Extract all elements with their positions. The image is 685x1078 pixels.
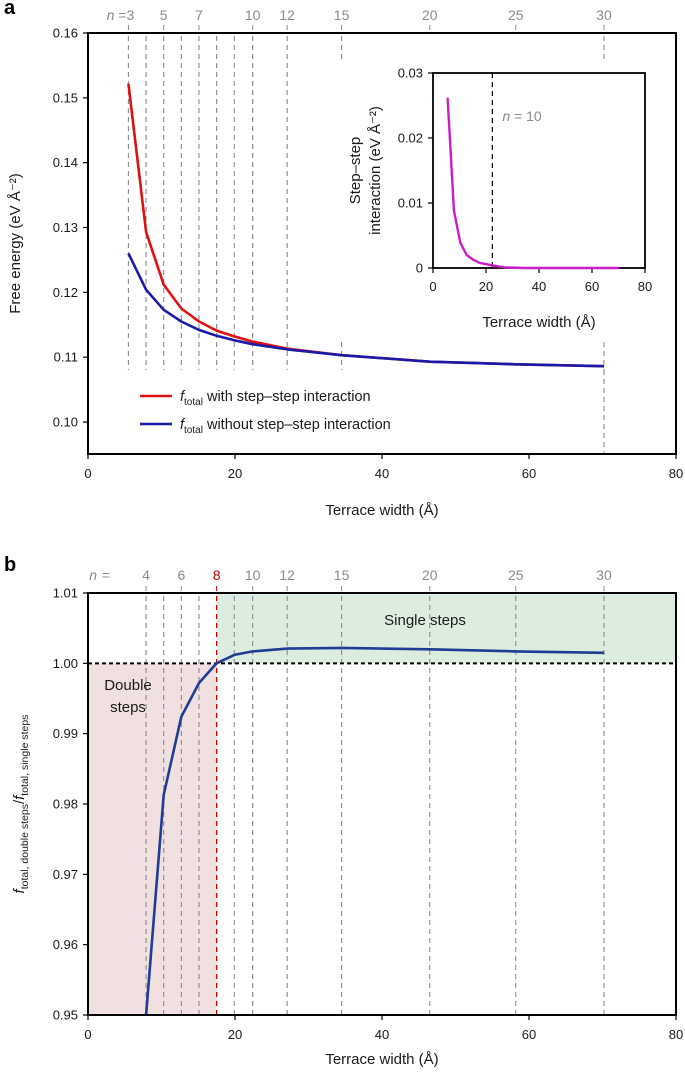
y-tick-label: 1.00 bbox=[53, 656, 78, 671]
inset-chart: 0 0.01 0.02 0.03 0 20 40 60 80 Terrace width (Å) S… bbox=[340, 60, 658, 342]
series-line-without-interaction bbox=[127, 252, 605, 368]
y-tick-label: 0.11 bbox=[54, 350, 78, 365]
n-marker-label: 6 bbox=[177, 567, 185, 583]
n-marker-label: 7 bbox=[195, 7, 203, 23]
y-tick-label: 0.13 bbox=[53, 220, 78, 235]
n-marker-label: 15 bbox=[334, 567, 350, 583]
inset-y-tick-label: 0.03 bbox=[398, 66, 423, 81]
n-prefix: n bbox=[89, 567, 97, 583]
inset-y-tick-label: 0.01 bbox=[398, 196, 423, 211]
double-steps-region bbox=[88, 663, 217, 1015]
legend-entry: ftotal with step–step interaction bbox=[180, 389, 371, 408]
x-tick-label: 80 bbox=[669, 1027, 683, 1042]
inset-y-tick-label: 0.02 bbox=[398, 131, 423, 146]
panel-label-b: b bbox=[4, 554, 16, 576]
y-tick-label: 0.15 bbox=[53, 90, 78, 105]
n-prefix: n bbox=[107, 7, 115, 23]
y-tick-label: 0.96 bbox=[53, 937, 78, 952]
double-steps-label-1: Double bbox=[104, 677, 152, 694]
x-tick-label: 60 bbox=[522, 466, 536, 481]
inset-x-tick-label: 0 bbox=[429, 279, 436, 294]
ratio-series-line bbox=[144, 646, 605, 1016]
n-marker-label: 30 bbox=[596, 7, 612, 23]
y-axis-label: ftotal, double steps/ftotal, single step… bbox=[11, 715, 31, 894]
n-marker-label: 12 bbox=[279, 567, 295, 583]
n-marker-label: 3 bbox=[127, 7, 135, 23]
n-equals: = bbox=[118, 7, 126, 23]
inset-series-line bbox=[446, 97, 619, 270]
inset-marker-label: n = 10 bbox=[502, 108, 542, 124]
y-tick-label: 0.97 bbox=[53, 867, 78, 882]
inset-y-axis-label-1: Step–step bbox=[347, 137, 364, 205]
x-axis-label: Terrace width (Å) bbox=[325, 502, 438, 519]
inset-x-tick-label: 40 bbox=[532, 279, 546, 294]
inset-x-tick-label: 20 bbox=[479, 279, 493, 294]
n-marker-label: 4 bbox=[142, 567, 150, 583]
n-marker-label: 12 bbox=[279, 7, 295, 23]
y-tick-label: 1.01 bbox=[53, 586, 78, 601]
inset-y-tick-label: 0 bbox=[416, 261, 423, 276]
x-tick-label: 80 bbox=[669, 466, 683, 481]
x-tick-label: 60 bbox=[522, 1027, 536, 1042]
y-tick-label: 0.95 bbox=[53, 1008, 78, 1023]
y-axis-label: Free energy (eV Å⁻²) bbox=[7, 173, 24, 313]
x-tick-label: 20 bbox=[228, 1027, 242, 1042]
panel-label-a: a bbox=[4, 0, 16, 19]
n-marker-label: 10 bbox=[245, 7, 261, 23]
n-marker-label: 25 bbox=[508, 7, 524, 23]
inset-background bbox=[340, 60, 658, 342]
n-marker-label: 5 bbox=[160, 7, 168, 23]
n-marker-label: 10 bbox=[245, 567, 261, 583]
legend-entry: ftotal without step–step interaction bbox=[180, 417, 391, 436]
n-marker-label: 20 bbox=[422, 7, 438, 23]
inset-x-tick-label: 80 bbox=[638, 279, 652, 294]
single-steps-label: Single steps bbox=[384, 612, 466, 629]
panel-b-chart: n = 4 6 8 10 12 15 20 25 30 Double steps Single steps… bbox=[11, 567, 683, 1068]
inset-x-axis-label: Terrace width (Å) bbox=[482, 314, 595, 331]
y-tick-label: 0.12 bbox=[53, 285, 78, 300]
n-marker-label: 30 bbox=[596, 567, 612, 583]
n-marker-label-critical: 8 bbox=[213, 567, 221, 583]
panel-a-chart: n = 3 5 7 10 12 15 20 25 30 0.10 0.11 0.12 0.13 0.14 0.1… bbox=[7, 7, 683, 519]
x-tick-label: 40 bbox=[375, 466, 389, 481]
inset-y-axis-label-2: interaction (eV Å⁻²) bbox=[367, 106, 384, 235]
x-tick-label: 40 bbox=[375, 1027, 389, 1042]
y-tick-label: 0.14 bbox=[53, 155, 78, 170]
double-steps-label-2: steps bbox=[110, 699, 146, 716]
x-tick-label: 0 bbox=[84, 466, 91, 481]
n-equals: = bbox=[102, 567, 110, 583]
x-tick-label: 0 bbox=[84, 1027, 91, 1042]
y-tick-label: 0.99 bbox=[53, 726, 78, 741]
x-axis-label: Terrace width (Å) bbox=[325, 1051, 438, 1068]
n-marker-label: 25 bbox=[508, 567, 524, 583]
x-tick-label: 20 bbox=[228, 466, 242, 481]
y-tick-label: 0.16 bbox=[53, 26, 78, 41]
y-tick-label: 0.98 bbox=[53, 797, 78, 812]
y-tick-label: 0.10 bbox=[53, 415, 78, 430]
n-marker-label: 20 bbox=[422, 567, 438, 583]
n-marker-label: 15 bbox=[334, 7, 350, 23]
inset-x-tick-label: 60 bbox=[585, 279, 599, 294]
